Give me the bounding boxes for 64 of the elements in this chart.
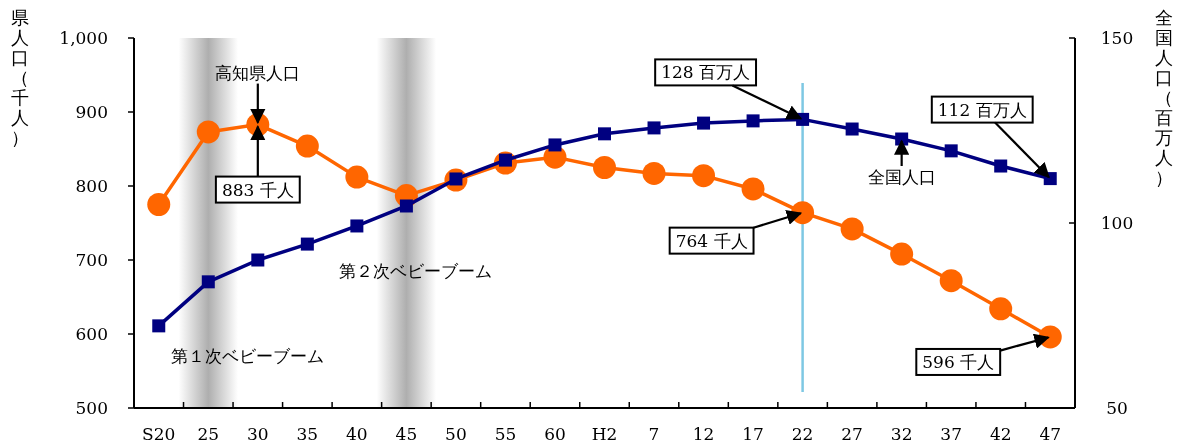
- point: [147, 193, 171, 216]
- x-tick-label: 40: [346, 424, 368, 444]
- point: [251, 253, 265, 267]
- point: [746, 114, 760, 128]
- point: [548, 138, 562, 152]
- point: [399, 199, 413, 213]
- point: [989, 297, 1013, 321]
- point: [994, 159, 1008, 173]
- x-tick-label: 42: [989, 424, 1012, 444]
- point: [741, 177, 765, 201]
- y-tick-label: 800: [75, 176, 108, 196]
- point: [890, 242, 914, 266]
- x-tick-label: 27: [841, 424, 863, 444]
- point: [845, 122, 859, 136]
- point: [196, 120, 220, 144]
- x-tick-label: 12: [692, 424, 715, 444]
- x-tick-label: 45: [395, 424, 418, 444]
- x-tick-label: 22: [791, 424, 814, 444]
- y-tick-label: 1,000: [59, 28, 108, 48]
- point: [201, 275, 215, 289]
- x-tick-label: S20: [142, 424, 176, 444]
- x-tick-label: 50: [445, 424, 467, 444]
- y-tick-label: 700: [75, 250, 108, 270]
- x-tick-label: 37: [940, 424, 962, 444]
- annotation: 128 百万人: [661, 62, 751, 83]
- x-tick-label: 17: [742, 424, 764, 444]
- annotation: 883 千人: [221, 179, 294, 200]
- band-label: 第２次ベビーブーム: [338, 261, 492, 281]
- annotation: 112 百万人: [937, 99, 1027, 120]
- point: [840, 217, 864, 241]
- y2-tick-label: 100: [1100, 213, 1134, 233]
- x-tick-label: 32: [890, 424, 913, 444]
- x-tick-label: 30: [247, 424, 269, 444]
- annotation: 596 千人: [922, 351, 995, 372]
- x-tick-label: 35: [296, 424, 319, 444]
- y-tick-label: 500: [75, 398, 108, 418]
- x-tick-label: 7: [648, 424, 660, 444]
- point: [647, 121, 661, 135]
- point: [944, 144, 958, 158]
- y-axis-title: 県人口（千人）: [11, 7, 29, 148]
- point: [593, 156, 616, 179]
- point: [295, 134, 319, 158]
- annotation: 764 千人: [675, 230, 748, 251]
- point: [345, 165, 369, 189]
- point: [692, 164, 716, 188]
- point: [697, 116, 711, 130]
- point: [152, 319, 166, 333]
- point: [642, 161, 666, 185]
- x-tick-label: 25: [197, 424, 220, 444]
- x-tick-label: H2: [591, 424, 618, 444]
- y-tick-label: 900: [75, 102, 108, 122]
- y2-tick-label: 50: [1106, 398, 1128, 418]
- x-tick-label: 55: [494, 424, 517, 444]
- text: 全国人口（百万人）: [1155, 7, 1173, 188]
- x-tick-label: 60: [544, 424, 566, 444]
- annotation: 高知県人口: [215, 62, 301, 83]
- y-tick-label: 600: [75, 324, 108, 344]
- y2-tick-label: 150: [1100, 28, 1134, 48]
- point: [350, 219, 364, 233]
- point: [598, 127, 611, 141]
- band-label: 第１次ベビーブーム: [170, 346, 324, 366]
- point: [300, 237, 314, 251]
- point: [939, 269, 963, 293]
- x-tick-label: 47: [1039, 424, 1062, 444]
